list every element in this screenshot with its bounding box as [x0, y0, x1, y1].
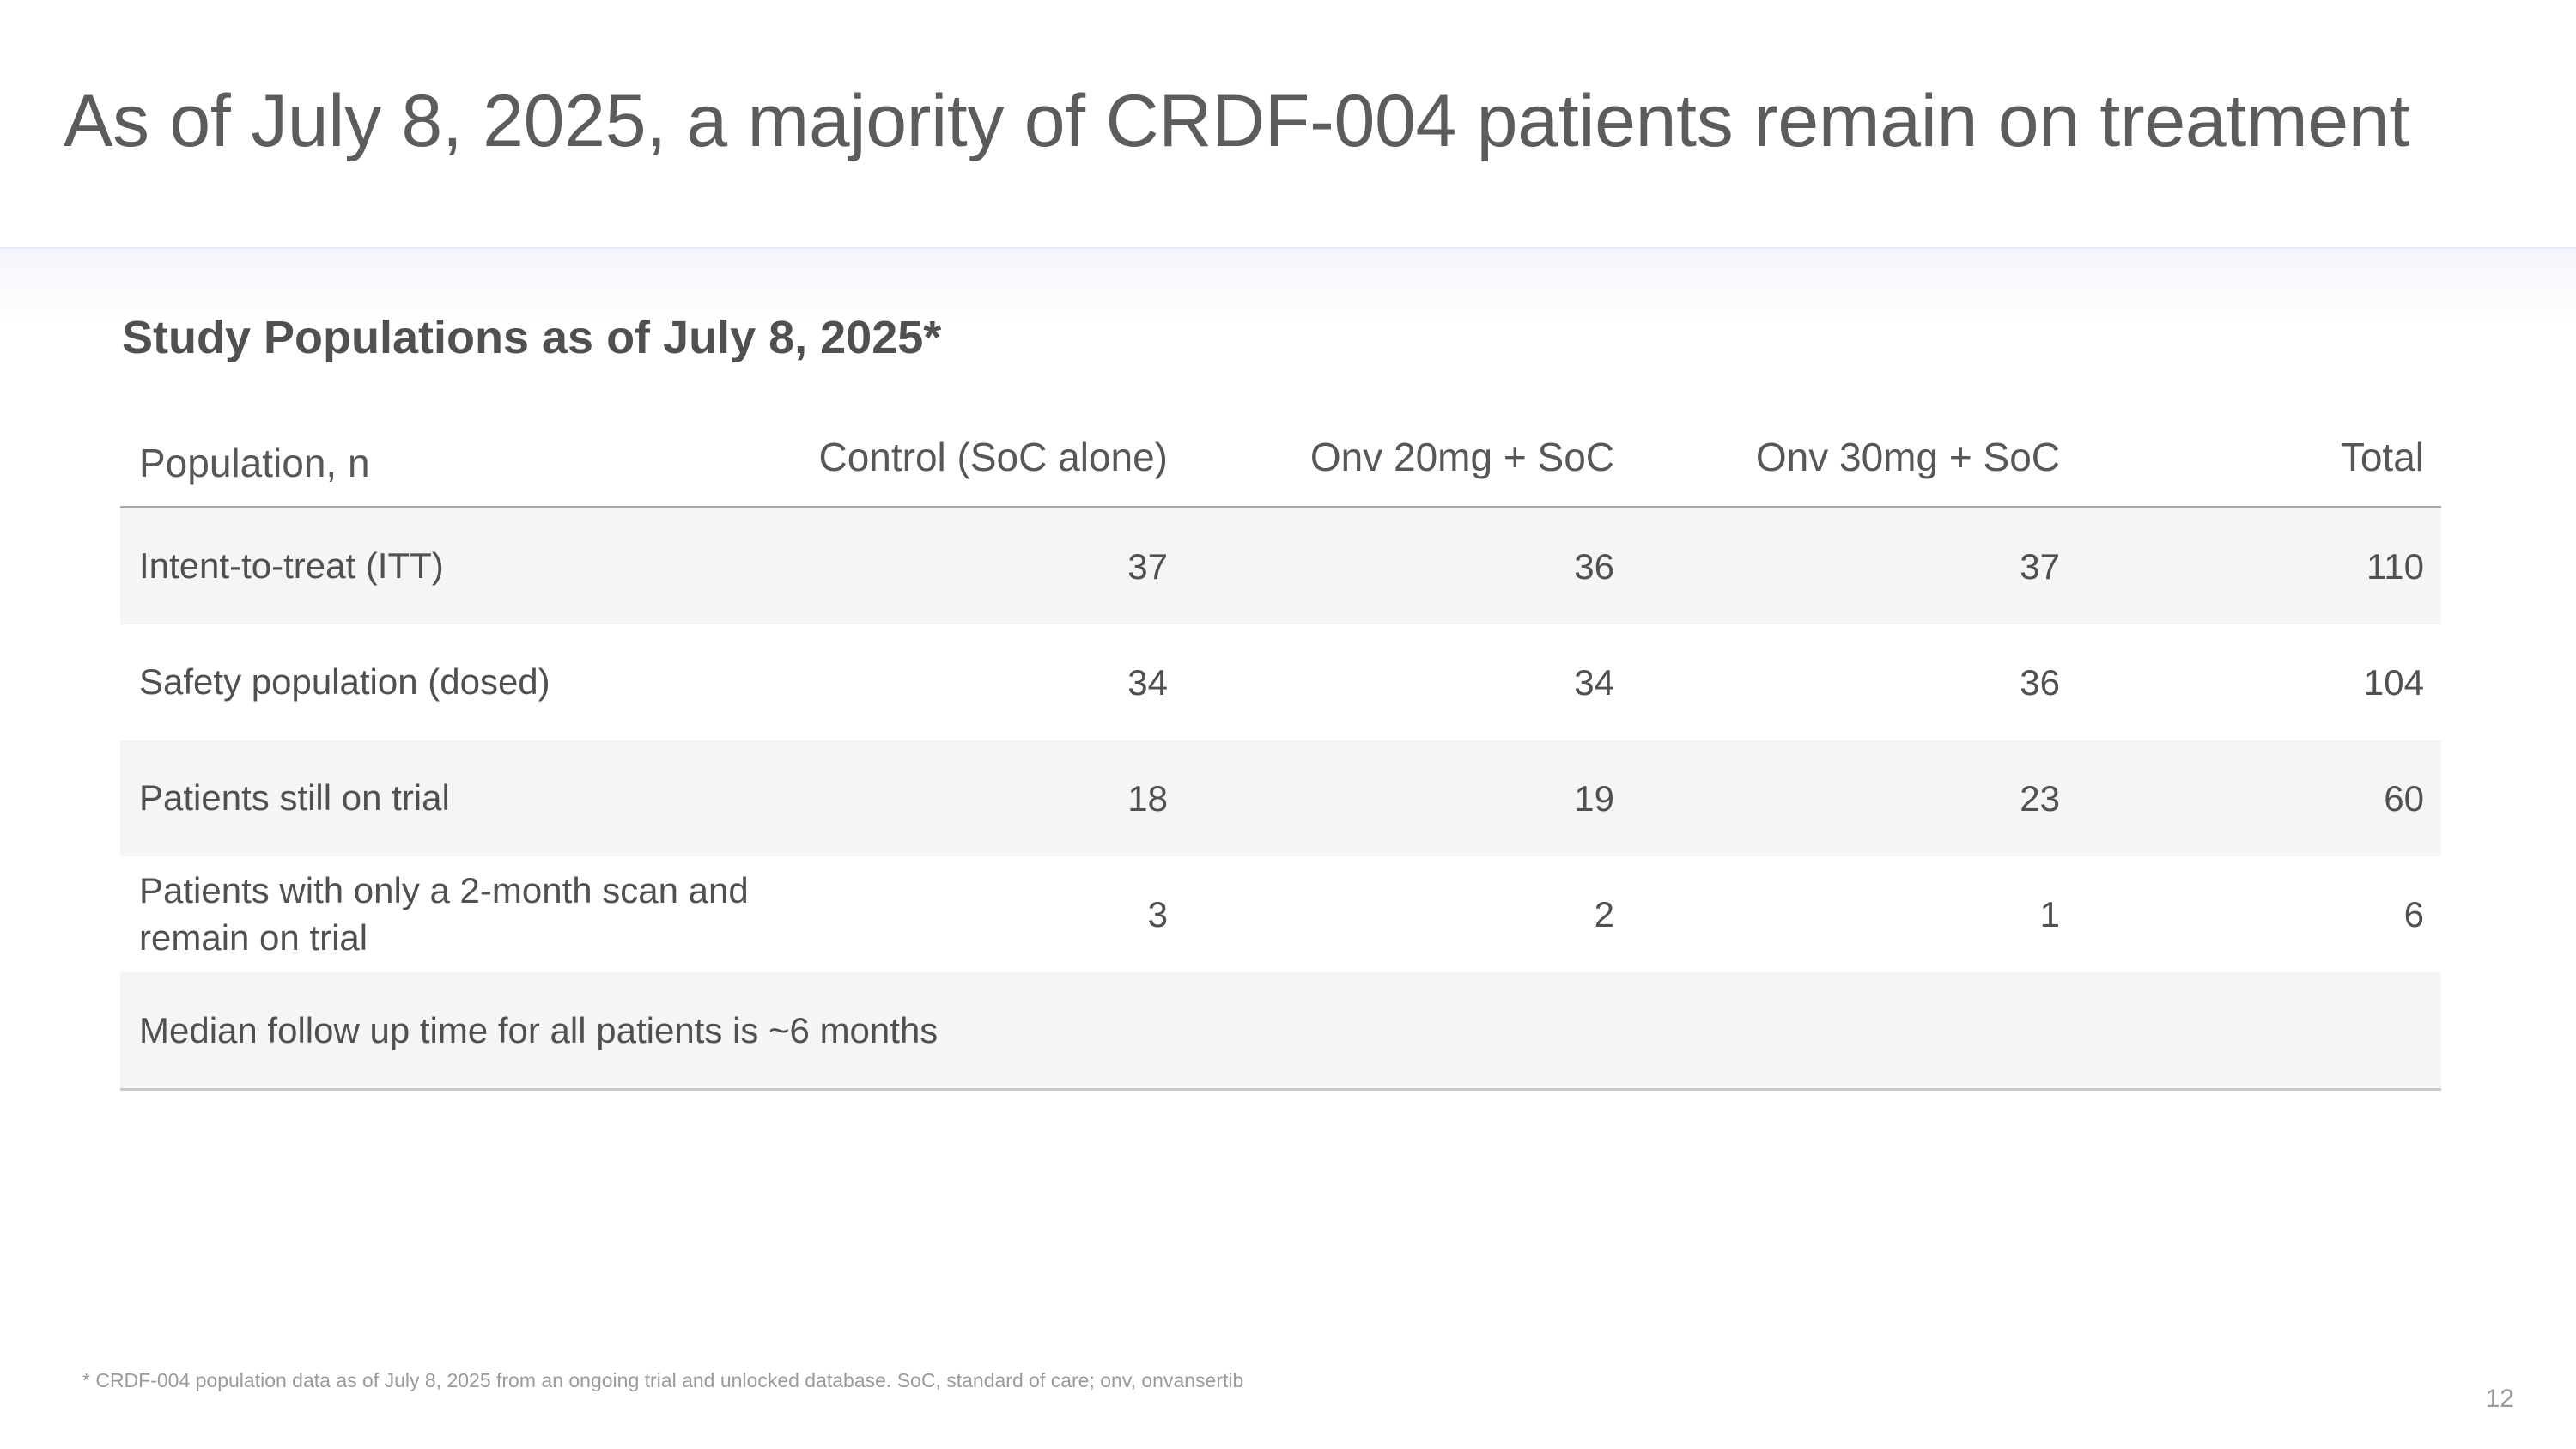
cell-onv-20mg: 34	[1574, 661, 1614, 703]
table-row: Intent-to-treat (ITT) 37 36 37 110	[120, 507, 2441, 624]
cell-total: 60	[2077, 740, 2441, 856]
slide-title: As of July 8, 2025, a majority of CRDF-0…	[64, 80, 2409, 162]
cell-control: 34	[1127, 661, 1168, 703]
study-populations-table: Population, n Control (SoC alone) Onv 20…	[120, 408, 2441, 1091]
cell-onv-30mg: 1	[2039, 893, 2060, 935]
row-label: Safety population (dosed)	[139, 661, 550, 703]
cell-onv-30mg: 23	[1631, 740, 2077, 856]
cell-onv-20mg: 2	[1594, 893, 1614, 935]
column-header-onv-30mg: Onv 30mg + SoC	[1631, 408, 2077, 508]
column-header-total: Total	[2077, 408, 2441, 508]
page-number: 12	[2485, 1385, 2514, 1413]
cell-control: 18	[753, 740, 1185, 856]
table-header-row: Population, n Control (SoC alone) Onv 20…	[120, 408, 2441, 508]
cell-control: 37	[753, 507, 1185, 624]
row-label: Patients still on trial	[120, 740, 753, 856]
row-label: Intent-to-treat (ITT)	[120, 507, 753, 624]
cell-total: 110	[2077, 507, 2441, 624]
table-row: Patients with only a 2-month scan and re…	[120, 856, 2441, 972]
table-row: Safety population (dosed) 34 34 36 104	[120, 624, 2441, 740]
header-divider	[0, 249, 2576, 326]
median-follow-up-note: Median follow up time for all patients i…	[120, 972, 2441, 1091]
cell-total: 6	[2403, 893, 2424, 935]
column-header-control: Control (SoC alone)	[753, 408, 1185, 508]
cell-onv-20mg: 36	[1185, 507, 1631, 624]
section-heading: Study Populations as of July 8, 2025*	[122, 312, 942, 363]
column-header-onv-20mg: Onv 20mg + SoC	[1185, 408, 1631, 508]
table-row: Patients still on trial 18 19 23 60	[120, 740, 2441, 856]
footnote: * CRDF-004 population data as of July 8,…	[82, 1369, 1244, 1391]
table-note-row: Median follow up time for all patients i…	[120, 972, 2441, 1091]
cell-onv-30mg: 37	[1631, 507, 2077, 624]
cell-control: 3	[1147, 893, 1168, 935]
row-label: Patients with only a 2-month scan and re…	[139, 869, 749, 958]
cell-total: 104	[2363, 661, 2424, 703]
cell-onv-30mg: 36	[2020, 661, 2060, 703]
header-band	[0, 0, 2576, 249]
cell-onv-20mg: 19	[1185, 740, 1631, 856]
column-header-population: Population, n	[120, 408, 753, 508]
